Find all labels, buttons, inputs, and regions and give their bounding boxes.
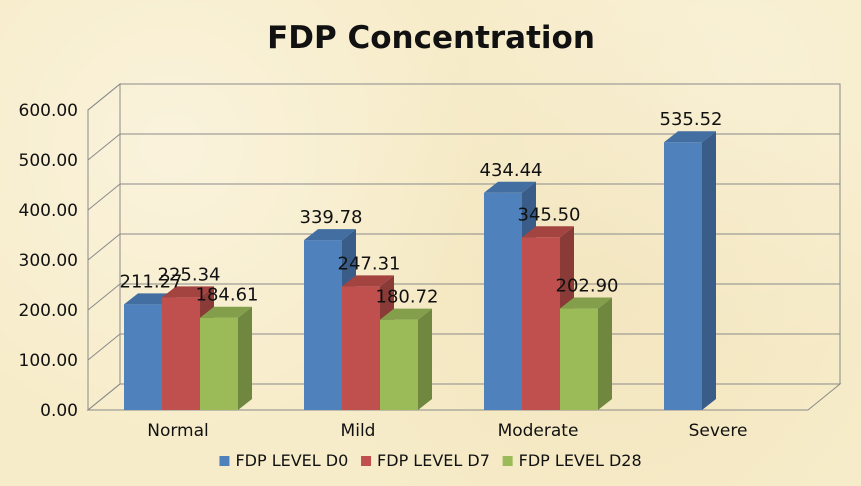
legend-swatch bbox=[361, 456, 372, 466]
category-label: Moderate bbox=[498, 421, 579, 441]
bar-front-face bbox=[522, 237, 560, 410]
bar-front-face bbox=[380, 319, 418, 410]
data-label: 345.50 bbox=[518, 204, 581, 225]
y-tick-label: 200.00 bbox=[19, 301, 78, 321]
bar-front-face bbox=[342, 286, 380, 410]
gridline bbox=[87, 133, 840, 161]
bars bbox=[124, 131, 716, 411]
data-label: 184.61 bbox=[196, 285, 259, 306]
y-tick-label: 600.00 bbox=[19, 101, 78, 121]
bar-top-face bbox=[522, 226, 574, 238]
gridlines bbox=[87, 83, 840, 361]
y-tick-label: 300.00 bbox=[19, 251, 78, 271]
legend-label: FDP LEVEL D7 bbox=[377, 451, 490, 470]
y-axis-tick-labels: 0.00 100.00 200.00 300.00 400.00 500.00 600.00 bbox=[19, 101, 78, 421]
bar-front-face bbox=[200, 317, 238, 410]
bar-top-face bbox=[484, 181, 536, 193]
bar-front-face bbox=[484, 192, 522, 410]
legend-label: FDP LEVEL D28 bbox=[519, 451, 642, 470]
gridline bbox=[87, 283, 840, 311]
legend: FDP LEVEL D0 FDP LEVEL D7 FDP LEVEL D28 bbox=[219, 451, 642, 470]
legend-label: FDP LEVEL D0 bbox=[235, 451, 348, 470]
bar-top-face bbox=[200, 306, 252, 318]
data-label: 180.72 bbox=[376, 287, 439, 308]
y-tick-label: 0.00 bbox=[40, 401, 78, 421]
bar-front-face bbox=[304, 240, 342, 410]
y-tick-label: 400.00 bbox=[19, 201, 78, 221]
data-label: 225.34 bbox=[158, 264, 221, 285]
bar-side-face bbox=[418, 308, 432, 410]
legend-item: FDP LEVEL D28 bbox=[502, 451, 642, 470]
bar-front-face bbox=[124, 304, 162, 410]
data-label: 339.78 bbox=[300, 207, 363, 228]
legend-swatch bbox=[502, 456, 513, 466]
data-label: 211.27 bbox=[120, 271, 183, 292]
y-tick-label: 100.00 bbox=[19, 351, 78, 371]
gridline bbox=[87, 83, 840, 111]
bar-side-face bbox=[702, 131, 716, 411]
category-labels: Normal Mild Moderate Severe bbox=[147, 421, 747, 441]
category-label: Severe bbox=[689, 421, 748, 441]
bar-front-face bbox=[162, 297, 200, 410]
category-label: Mild bbox=[341, 421, 376, 441]
bar-front-face bbox=[560, 308, 598, 410]
bar-top-face bbox=[162, 286, 214, 298]
data-label: 247.31 bbox=[338, 253, 401, 274]
data-label: 535.52 bbox=[660, 109, 723, 130]
gridline bbox=[87, 183, 840, 211]
bar-top-face bbox=[560, 297, 612, 309]
legend-item: FDP LEVEL D0 bbox=[219, 451, 348, 470]
bar-side-face bbox=[238, 306, 252, 410]
category-label: Normal bbox=[147, 421, 209, 441]
data-label: 202.90 bbox=[556, 276, 619, 297]
bar-top-face bbox=[380, 308, 432, 320]
bar bbox=[560, 297, 612, 410]
legend-item: FDP LEVEL D7 bbox=[361, 451, 490, 470]
bar bbox=[664, 131, 716, 411]
bar-side-face bbox=[598, 297, 612, 410]
bar-top-face bbox=[664, 131, 716, 143]
data-label: 434.44 bbox=[480, 160, 543, 181]
legend-swatch bbox=[219, 456, 230, 466]
bar-top-face bbox=[342, 275, 394, 287]
bar bbox=[200, 306, 252, 410]
bar-top-face bbox=[304, 229, 356, 241]
chart-title: FDP Concentration bbox=[267, 20, 595, 56]
bar-front-face bbox=[664, 142, 702, 411]
gridline bbox=[87, 233, 840, 261]
y-tick-label: 500.00 bbox=[19, 151, 78, 171]
bar bbox=[380, 308, 432, 410]
